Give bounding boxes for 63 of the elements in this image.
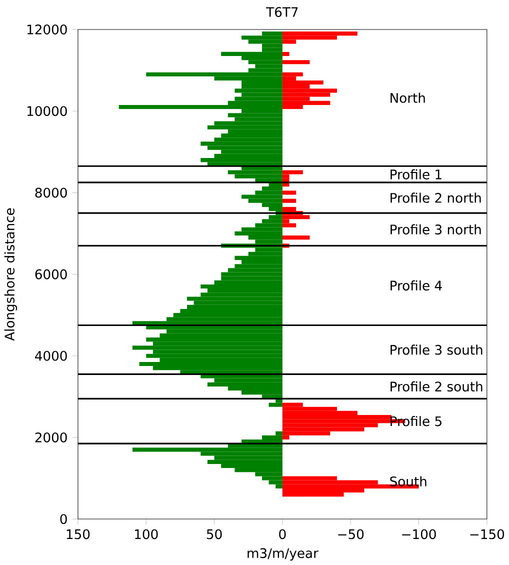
x-tick-label: 0 [278,529,286,540]
bar [282,60,310,64]
y-tick-label: 2000 [35,432,67,442]
y-axis-title: Alongshore distance [4,208,17,341]
annotation: Profile 1 [390,169,442,180]
bar [282,100,330,105]
annotation: South [390,476,426,486]
bar [234,88,282,93]
bar [282,198,296,203]
y-tick-label: 12000 [27,24,67,34]
bar [220,52,282,56]
annotation: North [390,92,425,103]
bar [200,158,282,162]
chart-title: T6T7 [266,7,298,17]
bar [282,32,358,36]
bar [207,125,282,130]
bar [282,52,290,56]
bar [282,215,310,220]
bar [282,223,296,228]
bar [146,72,282,76]
y-tick-label: 4000 [34,350,67,361]
bar [200,284,282,289]
bar [146,354,282,358]
bar [282,88,337,93]
annotation: Profile 2 south [390,381,482,392]
bar [220,272,282,276]
bar [282,190,296,195]
x-tick-label: −50 [338,529,364,540]
y-tick-label: 8000 [35,188,67,198]
bar [186,296,282,301]
annotation: Profile 4 [390,280,442,291]
bar [139,362,282,366]
annotation: Profile 5 [390,416,442,426]
bar [146,337,282,342]
bar [132,448,282,452]
bar [241,194,282,199]
bar [228,113,282,118]
annotation: Profile 3 north [390,224,481,234]
bar [282,80,324,85]
bar [234,256,282,260]
annotation: Profile 3 south [390,344,482,355]
bar [228,170,282,174]
x-tick-label: −150 [470,529,504,540]
x-tick-label: 150 [66,529,90,540]
bar [132,346,282,350]
bar [282,170,303,174]
x-axis-title: m3/m/year [248,548,318,561]
y-tick-label: 6000 [35,269,67,280]
bar [282,72,303,76]
bar [200,142,282,146]
x-tick-label: −100 [402,529,436,540]
bar [118,104,282,110]
x-tick-label: 100 [134,529,158,540]
bar [234,231,282,236]
bar [207,382,282,386]
y-tick-label: 10000 [27,106,67,116]
x-tick-label: 50 [206,529,222,540]
bar [207,460,282,464]
bar [282,236,310,240]
y-tick-label: 0 [60,514,67,524]
bar [241,36,282,40]
bar [268,402,282,407]
annotation: Profile 2 north [390,192,481,203]
